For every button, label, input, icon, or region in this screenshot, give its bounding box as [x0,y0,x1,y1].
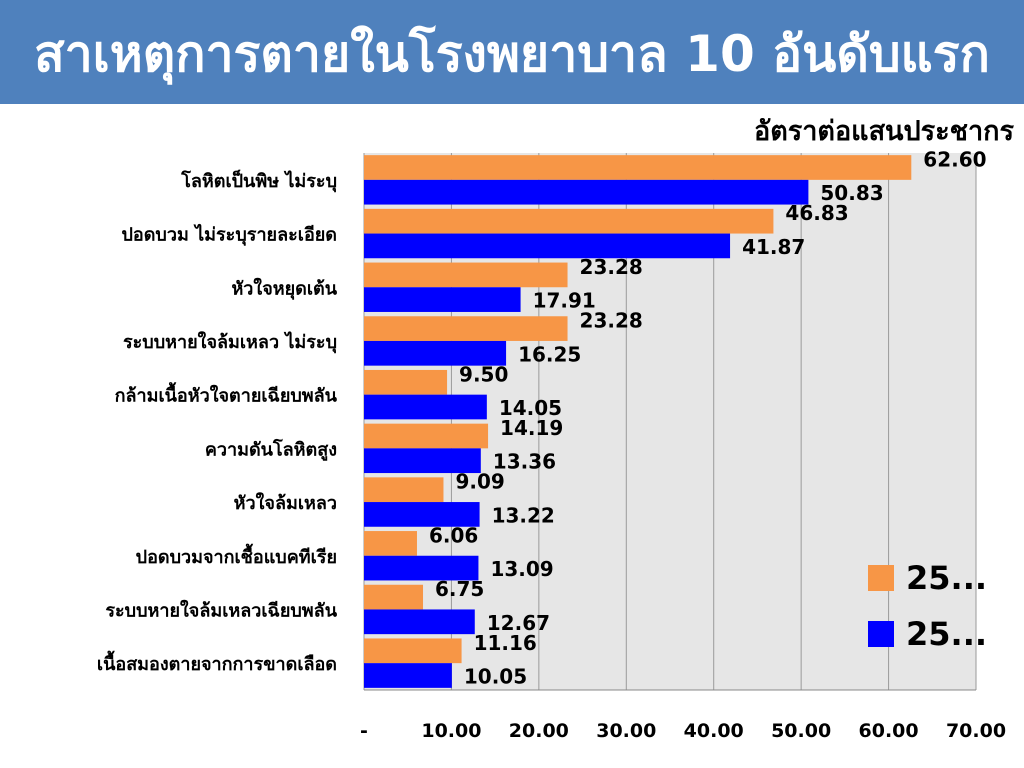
bar-s2-0 [364,179,809,205]
bar-s1-4 [364,369,448,395]
category-label-2: หัวใจหยุดเต้น [231,277,337,300]
bar-s2-4 [364,394,487,420]
value-labels: 62.6050.8346.8341.8723.2817.9123.2816.25… [429,150,987,689]
title-band: สาเหตุการตายในโรงพยาบาล 10 อันดับแรก [0,0,1024,104]
bar-s2-3 [364,340,507,366]
value-label-s1-5: 14.19 [500,416,563,440]
x-tick-labels: - 10.00 20.00 30.00 40.00 50.00 60.00 70.00 [360,720,1006,742]
value-label-s2-3: 16.25 [518,342,581,366]
bar-s1-1 [364,208,774,234]
value-label-s2-4: 14.05 [499,396,562,420]
value-label-s1-7: 6.06 [429,523,478,547]
bar-s1-3 [364,316,568,341]
x-tick-label-1: 10.00 [421,720,481,742]
bar-s2-7 [364,555,479,581]
bar-s1-7 [364,531,417,556]
value-label-s2-0: 50.83 [820,181,883,205]
value-label-s1-9: 11.16 [474,631,537,655]
category-label-6: หัวใจล้มเหลว [234,492,337,514]
value-label-s1-4: 9.50 [459,362,508,386]
bar-s2-1 [364,233,731,259]
bar-s1-9 [364,638,462,664]
bars [364,155,912,688]
category-label-4: กล้ามเนื้อหัวใจตายเฉียบพลัน [115,382,338,407]
category-label-5: ความดันโลหิตสูง [205,438,337,461]
bar-s1-2 [364,262,568,288]
x-tick-label-0: - [360,720,368,742]
value-label-s2-5: 13.36 [493,450,556,474]
value-label-s2-1: 41.87 [742,235,805,259]
x-tick-label-7: 70.00 [946,720,1006,742]
bar-s1-8 [364,584,424,610]
value-label-s1-1: 46.83 [785,201,848,225]
value-label-s1-0: 62.60 [923,150,986,171]
bar-s1-0 [364,155,912,180]
value-label-s1-3: 23.28 [580,309,643,333]
unit-label: อัตราต่อแสนประชากร [754,116,1014,147]
value-label-s2-2: 17.91 [533,289,596,313]
x-tick-label-2: 20.00 [509,720,569,742]
legend-label-2: 25... [906,615,987,653]
category-label-1: ปอดบวม ไม่ระบุรายละเอียด [122,224,338,247]
x-tick-label-5: 50.00 [771,720,831,742]
category-label-0: โลหิตเป็นพิษ ไม่ระบุ [180,169,337,193]
category-label-8: ระบบหายใจล้มเหลวเฉียบพลัน [105,599,337,621]
bar-s2-6 [364,502,480,527]
value-label-s1-8: 6.75 [435,577,484,601]
legend-swatch-2 [868,621,894,647]
category-label-3: ระบบหายใจล้มเหลว ไม่ระบุ [123,331,337,354]
bar-s1-6 [364,477,444,503]
category-labels: โลหิตเป็นพิษ ไม่ระบุปอดบวม ไม่ระบุรายละเ… [97,169,338,675]
x-tick-label-6: 60.00 [859,720,919,742]
bar-chart: 62.6050.8346.8341.8723.2817.9123.2816.25… [97,150,1006,742]
legend: 25... 25... [868,559,987,653]
bar-s2-9 [364,663,452,688]
value-label-s2-7: 13.09 [490,557,553,581]
x-tick-label-3: 30.00 [596,720,656,742]
value-label-s1-2: 23.28 [580,255,643,279]
value-label-s2-8: 12.67 [487,611,550,635]
bar-s1-5 [364,423,489,449]
slide-title: สาเหตุการตายในโรงพยาบาล 10 อันดับแรก [34,25,990,83]
category-label-7: ปอดบวมจากเชื้อแบคทีเรีย [136,543,337,568]
legend-swatch-1 [868,565,894,591]
value-label-s1-6: 9.09 [455,470,504,494]
category-label-9: เนื้อสมองตายจากการขาดเลือด [97,650,337,675]
legend-label-1: 25... [906,559,987,597]
value-label-s2-6: 13.22 [492,503,555,527]
bar-s2-5 [364,448,481,474]
bar-s2-2 [364,287,521,312]
x-tick-label-4: 40.00 [684,720,744,742]
value-label-s2-9: 10.05 [464,665,527,689]
bar-s2-8 [364,609,475,635]
